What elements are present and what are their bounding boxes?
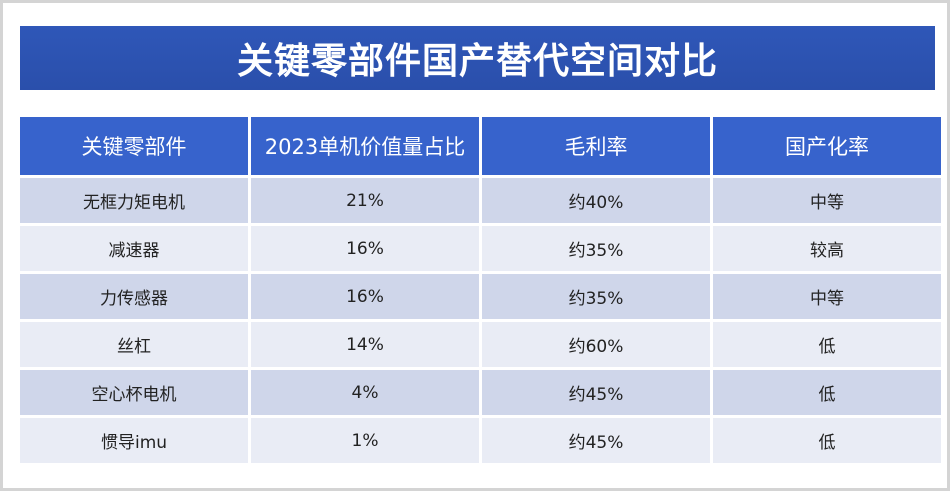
header-component: 关键零部件 (20, 117, 248, 175)
header-value-share: 2023单机价值量占比 (251, 117, 479, 175)
cell-gross-margin: 约35% (482, 274, 710, 319)
cell-localization-rate: 中等 (713, 178, 941, 223)
table-row: 无框力矩电机 21% 约40% 中等 (20, 178, 941, 223)
cell-component: 惯导imu (20, 418, 248, 463)
cell-value-share: 21% (251, 178, 479, 223)
cell-gross-margin: 约60% (482, 322, 710, 367)
cell-gross-margin: 约45% (482, 418, 710, 463)
table-row: 惯导imu 1% 约45% 低 (20, 418, 941, 463)
cell-component: 无框力矩电机 (20, 178, 248, 223)
comparison-table: 关键零部件 2023单机价值量占比 毛利率 国产化率 无框力矩电机 21% 约4… (17, 114, 944, 466)
cell-component: 空心杯电机 (20, 370, 248, 415)
table-row: 减速器 16% 约35% 较高 (20, 226, 941, 271)
cell-localization-rate: 低 (713, 418, 941, 463)
cell-localization-rate: 低 (713, 322, 941, 367)
cell-gross-margin: 约40% (482, 178, 710, 223)
cell-component: 减速器 (20, 226, 248, 271)
header-localization-rate: 国产化率 (713, 117, 941, 175)
header-gross-margin: 毛利率 (482, 117, 710, 175)
cell-value-share: 4% (251, 370, 479, 415)
cell-gross-margin: 约35% (482, 226, 710, 271)
table-header-row: 关键零部件 2023单机价值量占比 毛利率 国产化率 (20, 117, 941, 175)
cell-component: 丝杠 (20, 322, 248, 367)
cell-value-share: 16% (251, 226, 479, 271)
table-row: 力传感器 16% 约35% 中等 (20, 274, 941, 319)
slide-title: 关键零部件国产替代空间对比 (20, 26, 935, 90)
cell-value-share: 14% (251, 322, 479, 367)
cell-localization-rate: 较高 (713, 226, 941, 271)
table-row: 丝杠 14% 约60% 低 (20, 322, 941, 367)
cell-value-share: 16% (251, 274, 479, 319)
cell-gross-margin: 约45% (482, 370, 710, 415)
cell-localization-rate: 中等 (713, 274, 941, 319)
table-row: 空心杯电机 4% 约45% 低 (20, 370, 941, 415)
cell-value-share: 1% (251, 418, 479, 463)
cell-component: 力传感器 (20, 274, 248, 319)
cell-localization-rate: 低 (713, 370, 941, 415)
